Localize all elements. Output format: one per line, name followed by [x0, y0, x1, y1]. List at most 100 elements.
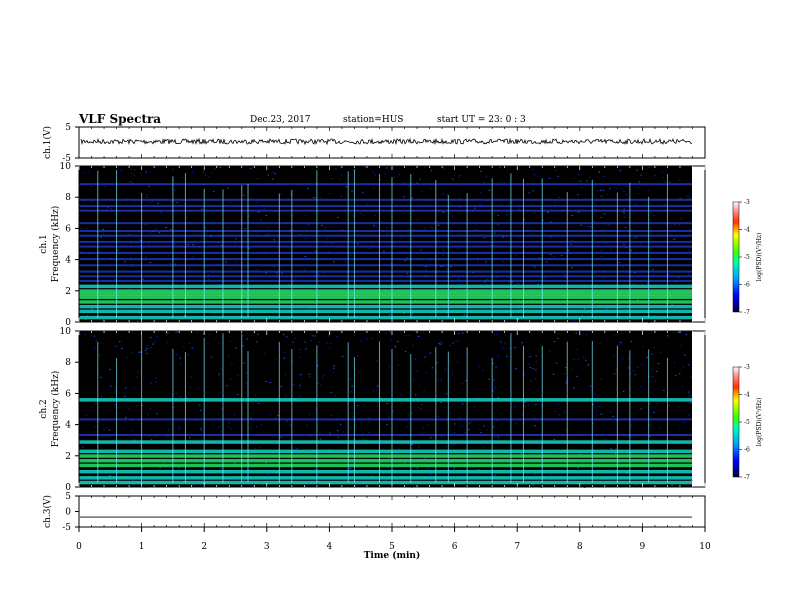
noise-cell [207, 343, 209, 345]
noise-cell [430, 474, 432, 475]
noise-cell [131, 173, 133, 175]
noise-cell [343, 479, 345, 481]
noise-cell [416, 467, 419, 469]
noise-cell [406, 426, 408, 428]
noise-cell [388, 366, 391, 368]
noise-cell [497, 436, 499, 438]
noise-cell [565, 369, 568, 370]
noise-cell [102, 319, 105, 321]
noise-cell [395, 346, 397, 348]
noise-cell [589, 385, 592, 387]
noise-cell [534, 473, 536, 475]
noise-cell [635, 484, 637, 486]
noise-cell [149, 202, 151, 203]
noise-cell [666, 335, 669, 337]
noise-cell [128, 233, 130, 235]
noise-cell [121, 348, 123, 350]
noise-cell [356, 355, 359, 357]
noise-cell [679, 197, 681, 199]
noise-cell [184, 203, 186, 205]
noise-cell [430, 226, 432, 228]
noise-cell [300, 378, 303, 380]
noise-cell [191, 172, 194, 174]
noise-cell [124, 421, 126, 423]
noise-cell [330, 332, 332, 334]
noise-cell [202, 171, 205, 173]
noise-cell [330, 319, 332, 321]
noise-cell [365, 338, 368, 340]
noise-cell [217, 263, 220, 265]
noise-cell [265, 380, 268, 382]
noise-cell [523, 374, 525, 376]
noise-cell [283, 357, 285, 359]
noise-cell [573, 320, 575, 322]
noise-cell [458, 417, 461, 419]
noise-cell [619, 170, 622, 172]
noise-cell [504, 343, 506, 345]
noise-cell [244, 267, 246, 269]
noise-cell [299, 384, 301, 386]
noise-cell [557, 332, 560, 334]
ylabel-frequency-ch1-spectrogram: Frequency (kHz) [50, 206, 61, 283]
noise-cell [174, 263, 176, 265]
noise-cell [240, 219, 242, 221]
noise-cell [248, 247, 250, 249]
noise-cell [540, 207, 543, 209]
noise-cell [577, 181, 580, 182]
noise-cell [155, 381, 157, 383]
noise-cell [430, 170, 433, 172]
noise-cell [167, 436, 169, 438]
ytick-label-ch1-spectrogram: 6 [65, 224, 71, 234]
panel-frame-ch3-waveform [78, 495, 706, 528]
noise-cell [673, 362, 676, 364]
noise-cell [619, 342, 622, 343]
noise-cell [583, 356, 585, 358]
noise-cell [290, 229, 292, 231]
noise-cell [480, 432, 482, 434]
noise-cell [132, 479, 134, 481]
noise-cell [535, 355, 537, 357]
noise-cell [533, 174, 536, 176]
noise-cell [502, 347, 505, 349]
noise-cell [497, 397, 500, 399]
noise-cell [100, 377, 102, 378]
noise-cell [690, 402, 692, 403]
noise-cell [351, 190, 353, 192]
noise-cell [420, 249, 423, 251]
noise-cell [514, 406, 516, 408]
noise-cell [300, 395, 302, 397]
noise-cell [277, 415, 279, 417]
noise-cell [226, 227, 229, 229]
noise-cell [117, 250, 119, 251]
noise-cell [638, 181, 641, 183]
noise-cell [542, 219, 544, 221]
noise-cell [265, 272, 267, 274]
noise-cell [146, 353, 148, 354]
noise-cell [623, 211, 625, 213]
noise-cell [133, 169, 136, 171]
noise-cell [144, 349, 147, 351]
noise-cell [89, 475, 91, 477]
noise-cell [444, 446, 447, 447]
noise-cell [230, 378, 232, 380]
noise-cell [406, 272, 409, 274]
noise-cell [138, 351, 140, 353]
noise-cell [421, 432, 423, 434]
noise-cell [679, 407, 681, 409]
noise-cell [482, 369, 484, 371]
noise-cell [317, 382, 320, 384]
ytick-label-ch3-waveform: 0 [65, 508, 71, 518]
noise-cell [350, 391, 352, 393]
noise-cell [198, 404, 201, 406]
noise-cell [136, 376, 138, 378]
noise-cell [389, 263, 392, 265]
noise-cell [690, 480, 693, 482]
noise-cell [86, 227, 88, 229]
noise-cell [680, 345, 683, 347]
noise-cell [598, 406, 600, 407]
frequency-band [79, 476, 692, 480]
noise-cell [673, 239, 675, 240]
noise-cell [211, 172, 213, 174]
noise-cell [505, 214, 508, 216]
noise-cell [131, 429, 134, 431]
